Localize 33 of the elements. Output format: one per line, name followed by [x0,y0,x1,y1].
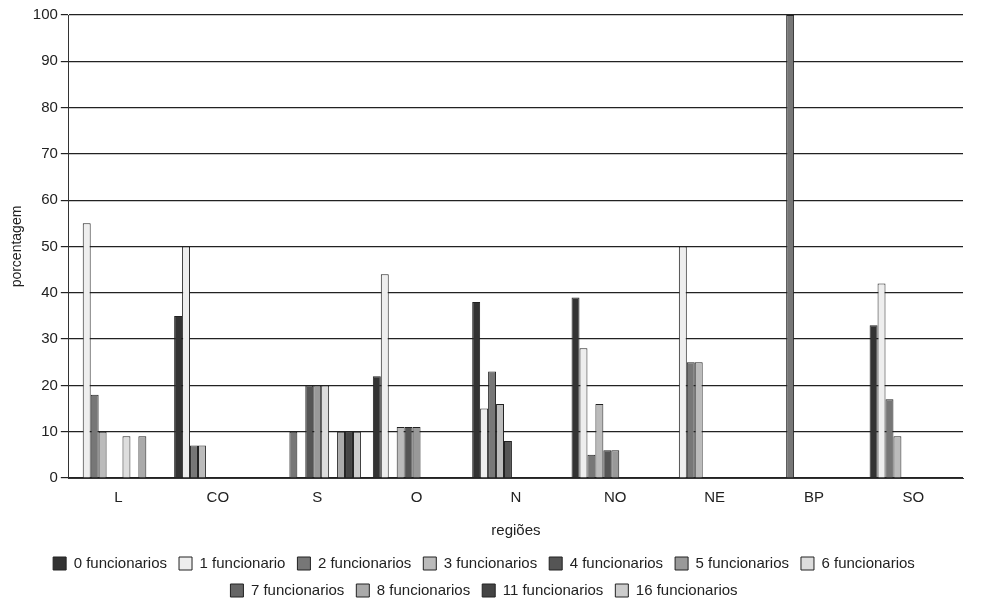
y-tick-label: 20 [41,375,58,393]
legend-label: 0 funcionarios [73,553,168,571]
legend-label: 1 funcionario [199,553,286,571]
legend-label: 2 funcionarios [317,553,412,571]
y-tick-label: 90 [41,51,58,69]
legend-label: 3 funcionarios [443,553,538,571]
x-axis-title: regiões [491,521,541,539]
legend-label: 6 funcionarios [821,553,915,571]
y-tick-label: 100 [32,5,58,23]
legend-label: 11 funcionarios [502,580,604,598]
legend-label: 7 funcionarios [250,580,345,598]
y-tick-label: 80 [41,97,58,115]
y-tick-label: 40 [41,282,58,300]
y-tick-label: 30 [41,329,58,347]
x-tick-label: CO [206,488,230,506]
x-tick-label: N [510,488,522,506]
x-tick-label: SO [902,488,925,506]
legend-label: 16 funcionarios [635,580,738,598]
x-tick-label: NE [704,488,726,506]
y-axis-title: porcentagem [8,205,25,288]
legend-label: 5 funcionarios [695,553,789,571]
legend-label: 4 funcionarios [569,553,664,571]
y-tick-label: 10 [41,421,58,439]
y-tick-label: 0 [49,468,58,486]
x-tick-label: BP [803,488,824,506]
x-tick-label: NO [604,488,627,506]
x-tick-label: S [312,488,323,506]
x-tick-label: O [410,488,423,506]
y-tick-label: 70 [41,144,58,162]
y-tick-label: 50 [41,236,58,254]
y-tick-label: 60 [41,190,58,208]
legend-label: 8 funcionarios [376,580,471,598]
x-tick-label: L [114,488,123,506]
